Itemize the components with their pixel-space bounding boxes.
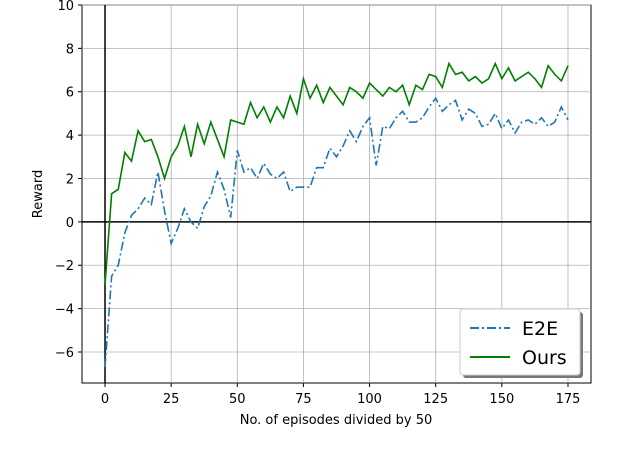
- y-axis-label: Reward: [31, 170, 46, 218]
- x-tick-label: 175: [556, 392, 581, 407]
- x-tick-label: 100: [357, 392, 382, 407]
- y-tick-label: −2: [55, 259, 74, 274]
- y-tick-label: −4: [55, 303, 74, 318]
- series-line: [104, 61, 569, 285]
- series-line: [104, 96, 569, 368]
- y-tick-label: −6: [55, 346, 74, 361]
- legend-label: E2E: [522, 318, 558, 340]
- y-tick-label: 8: [66, 42, 74, 57]
- x-axis-label: No. of episodes divided by 50: [240, 413, 433, 428]
- x-tick-label: 125: [423, 392, 448, 407]
- x-tick-label: 150: [489, 392, 514, 407]
- y-tick-label: 4: [66, 129, 74, 144]
- x-tick-label: 0: [101, 392, 109, 407]
- y-tick-label: 10: [57, 0, 74, 14]
- x-tick-label: 50: [229, 392, 246, 407]
- y-tick-label: 0: [66, 216, 74, 231]
- y-tick-label: 6: [66, 86, 74, 101]
- y-tick-label: 2: [66, 172, 74, 187]
- x-tick-label: 25: [163, 392, 180, 407]
- legend: [459, 308, 581, 376]
- x-tick-label: 75: [295, 392, 312, 407]
- legend-label: Ours: [522, 347, 567, 369]
